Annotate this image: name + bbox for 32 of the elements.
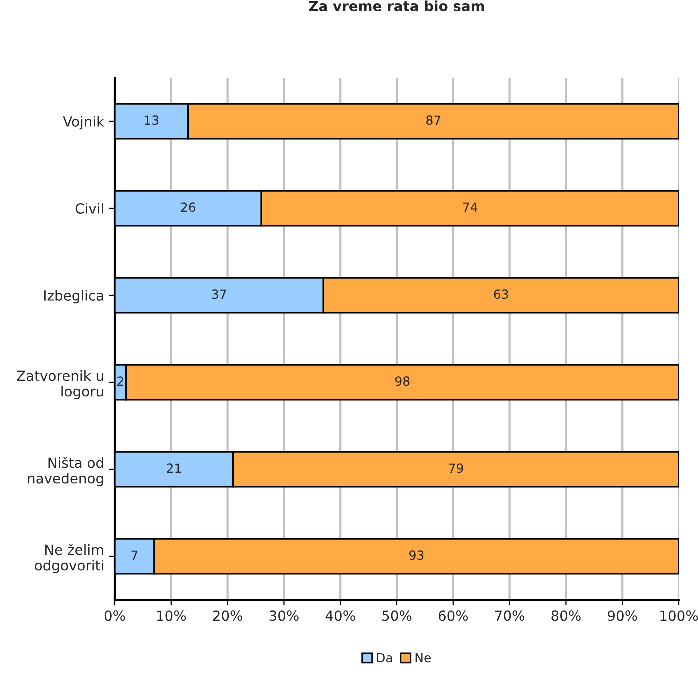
x-tick-label: 70%	[496, 610, 524, 622]
x-tick-label: 90%	[608, 610, 638, 622]
legend-label: Ne	[416, 653, 431, 663]
legend-label: Da	[377, 653, 392, 663]
chart-title: Za vreme rata bio sam	[309, 0, 484, 12]
x-tick-label: 60%	[438, 610, 468, 622]
data-label: 13	[145, 116, 159, 126]
y-tick-label: Ne želim odgovoriti	[35, 544, 104, 574]
y-tick-label: Civil	[76, 203, 104, 214]
x-tick-label: 100%	[660, 610, 698, 622]
data-label: 7	[132, 550, 138, 560]
y-tick-label: Izbeglica	[44, 290, 104, 304]
x-tick-label: 50%	[382, 610, 412, 622]
y-tick-label: Zatvorenik u logoru	[17, 370, 104, 400]
data-label: 26	[181, 202, 196, 212]
x-tick-label: 40%	[326, 610, 356, 622]
data-label: 74	[463, 202, 478, 212]
x-tick-label: 80%	[552, 610, 581, 622]
data-label: 21	[167, 464, 182, 473]
y-tick-label: Ništa od navedenog	[28, 456, 104, 486]
data-label: 79	[449, 464, 464, 474]
data-label: 93	[410, 550, 424, 560]
x-tick-label: 30%	[270, 610, 299, 622]
x-tick-label: 20%	[213, 610, 242, 622]
y-tick-label: Vojnik	[63, 116, 105, 130]
data-label: 63	[494, 290, 508, 300]
x-tick-label: 10%	[157, 610, 186, 622]
data-label: 37	[212, 290, 226, 300]
data-label: 87	[426, 116, 441, 126]
data-label: 2	[118, 376, 124, 386]
x-tick-label: 0%	[104, 610, 126, 622]
data-label: 98	[395, 376, 410, 386]
